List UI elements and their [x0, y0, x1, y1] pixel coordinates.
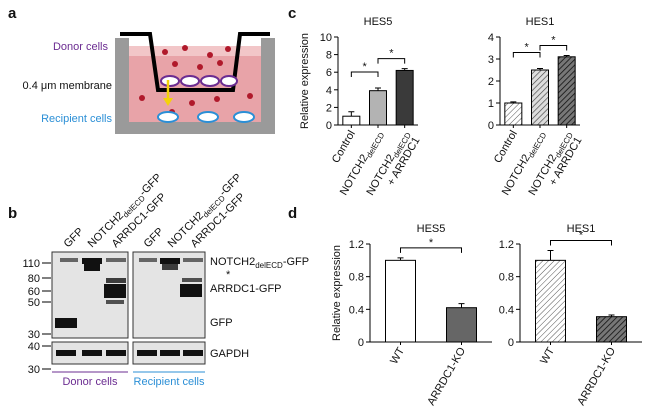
panel-label: b	[8, 205, 17, 222]
mw-marker: 80	[28, 273, 40, 285]
y-tick-label: 0.4	[499, 304, 514, 316]
y-tick-label: 1.2	[499, 239, 514, 251]
mw-marker: 30	[28, 329, 40, 341]
band-label: GFP	[210, 317, 233, 329]
y-tick-label: 1	[488, 98, 494, 110]
error-bar	[458, 303, 465, 308]
significance-bracket	[400, 247, 462, 253]
error-bar	[375, 87, 381, 91]
bar	[446, 307, 477, 343]
y-tick-label: 3	[488, 54, 494, 66]
error-bar	[348, 111, 355, 117]
y-tick-label: 0	[508, 337, 514, 349]
bar	[535, 259, 566, 343]
bar	[395, 69, 414, 126]
panel-label: d	[288, 205, 297, 222]
mw-marker: 40	[28, 341, 40, 353]
error-bar	[537, 67, 543, 70]
x-tick-label: WT	[388, 345, 407, 366]
error-bar	[563, 54, 570, 57]
bar	[596, 316, 627, 343]
significance-bracket	[350, 71, 379, 78]
membrane-label: 0.4 μm membrane	[23, 80, 112, 92]
y-tick-label: 2	[326, 102, 332, 114]
significance-label: *	[429, 237, 434, 249]
donor-label: Donor cells	[53, 41, 109, 53]
group-label: Donor cells	[62, 376, 118, 388]
recipient-label: Recipient cells	[41, 113, 112, 125]
band-label: GAPDH	[210, 348, 249, 360]
blot-images	[51, 251, 206, 365]
bar	[342, 115, 361, 126]
x-tick-label: Control	[492, 129, 520, 166]
y-tick-label: 0.4	[349, 304, 364, 316]
y-axis-label: Relative expression	[331, 245, 343, 341]
significance-bracket	[550, 240, 612, 246]
error-bar	[547, 250, 554, 261]
error-bar	[401, 68, 408, 71]
error-bar	[397, 257, 404, 261]
y-tick-label: 0	[358, 337, 364, 349]
significance-label: *	[525, 41, 530, 53]
y-tick-label: 0	[326, 120, 332, 132]
y-tick-label: 1.2	[349, 239, 364, 251]
chart-title: HES1	[567, 223, 596, 235]
chart-title: HES1	[526, 16, 555, 28]
band-label: NOTCH2delECD-GFP	[210, 256, 309, 270]
bar	[369, 90, 387, 126]
band-label: *	[226, 269, 231, 281]
y-tick-label: 0.8	[499, 272, 514, 284]
bar	[504, 102, 523, 126]
x-tick-label: Control	[330, 129, 358, 166]
y-tick-label: 10	[320, 32, 332, 44]
x-tick-label: ARRDC1-KO	[575, 345, 618, 407]
band-label: ARRDC1-GFP	[210, 283, 282, 295]
y-tick-label: 6	[326, 67, 332, 79]
chart-title: HES5	[364, 16, 393, 28]
transwell-diagram	[115, 32, 275, 134]
mw-marker: 110	[22, 258, 40, 270]
y-tick-label: 0	[488, 120, 494, 132]
significance-label: *	[551, 34, 556, 46]
significance-bracket	[512, 51, 541, 58]
mw-marker: 50	[28, 297, 40, 309]
y-tick-label: 4	[488, 32, 494, 44]
error-bar	[510, 101, 517, 103]
bar	[557, 56, 576, 126]
y-tick-label: 4	[326, 85, 332, 97]
y-tick-label: 8	[326, 50, 332, 62]
mw-marker: 30	[28, 364, 40, 376]
bar	[385, 259, 416, 343]
significance-label: *	[389, 48, 394, 60]
mw-marker: 60	[28, 286, 40, 298]
y-tick-label: 0.8	[349, 272, 364, 284]
y-axis-label: Relative expression	[299, 33, 311, 129]
panel-label: c	[288, 5, 296, 22]
x-tick-label: WT	[538, 345, 557, 366]
chart-title: HES5	[417, 223, 446, 235]
error-bar	[608, 314, 615, 317]
x-tick-label: ARRDC1-KO	[425, 345, 468, 407]
significance-bracket	[539, 44, 568, 51]
lane-label: GFP	[62, 226, 86, 250]
panel-label: a	[8, 5, 17, 22]
significance-bracket	[377, 58, 406, 64]
significance-label: *	[579, 230, 584, 242]
bar	[531, 69, 549, 126]
lane-label: GFP	[142, 226, 166, 250]
group-label: Recipient cells	[134, 376, 205, 388]
y-tick-label: 2	[488, 76, 494, 88]
significance-label: *	[363, 61, 368, 73]
